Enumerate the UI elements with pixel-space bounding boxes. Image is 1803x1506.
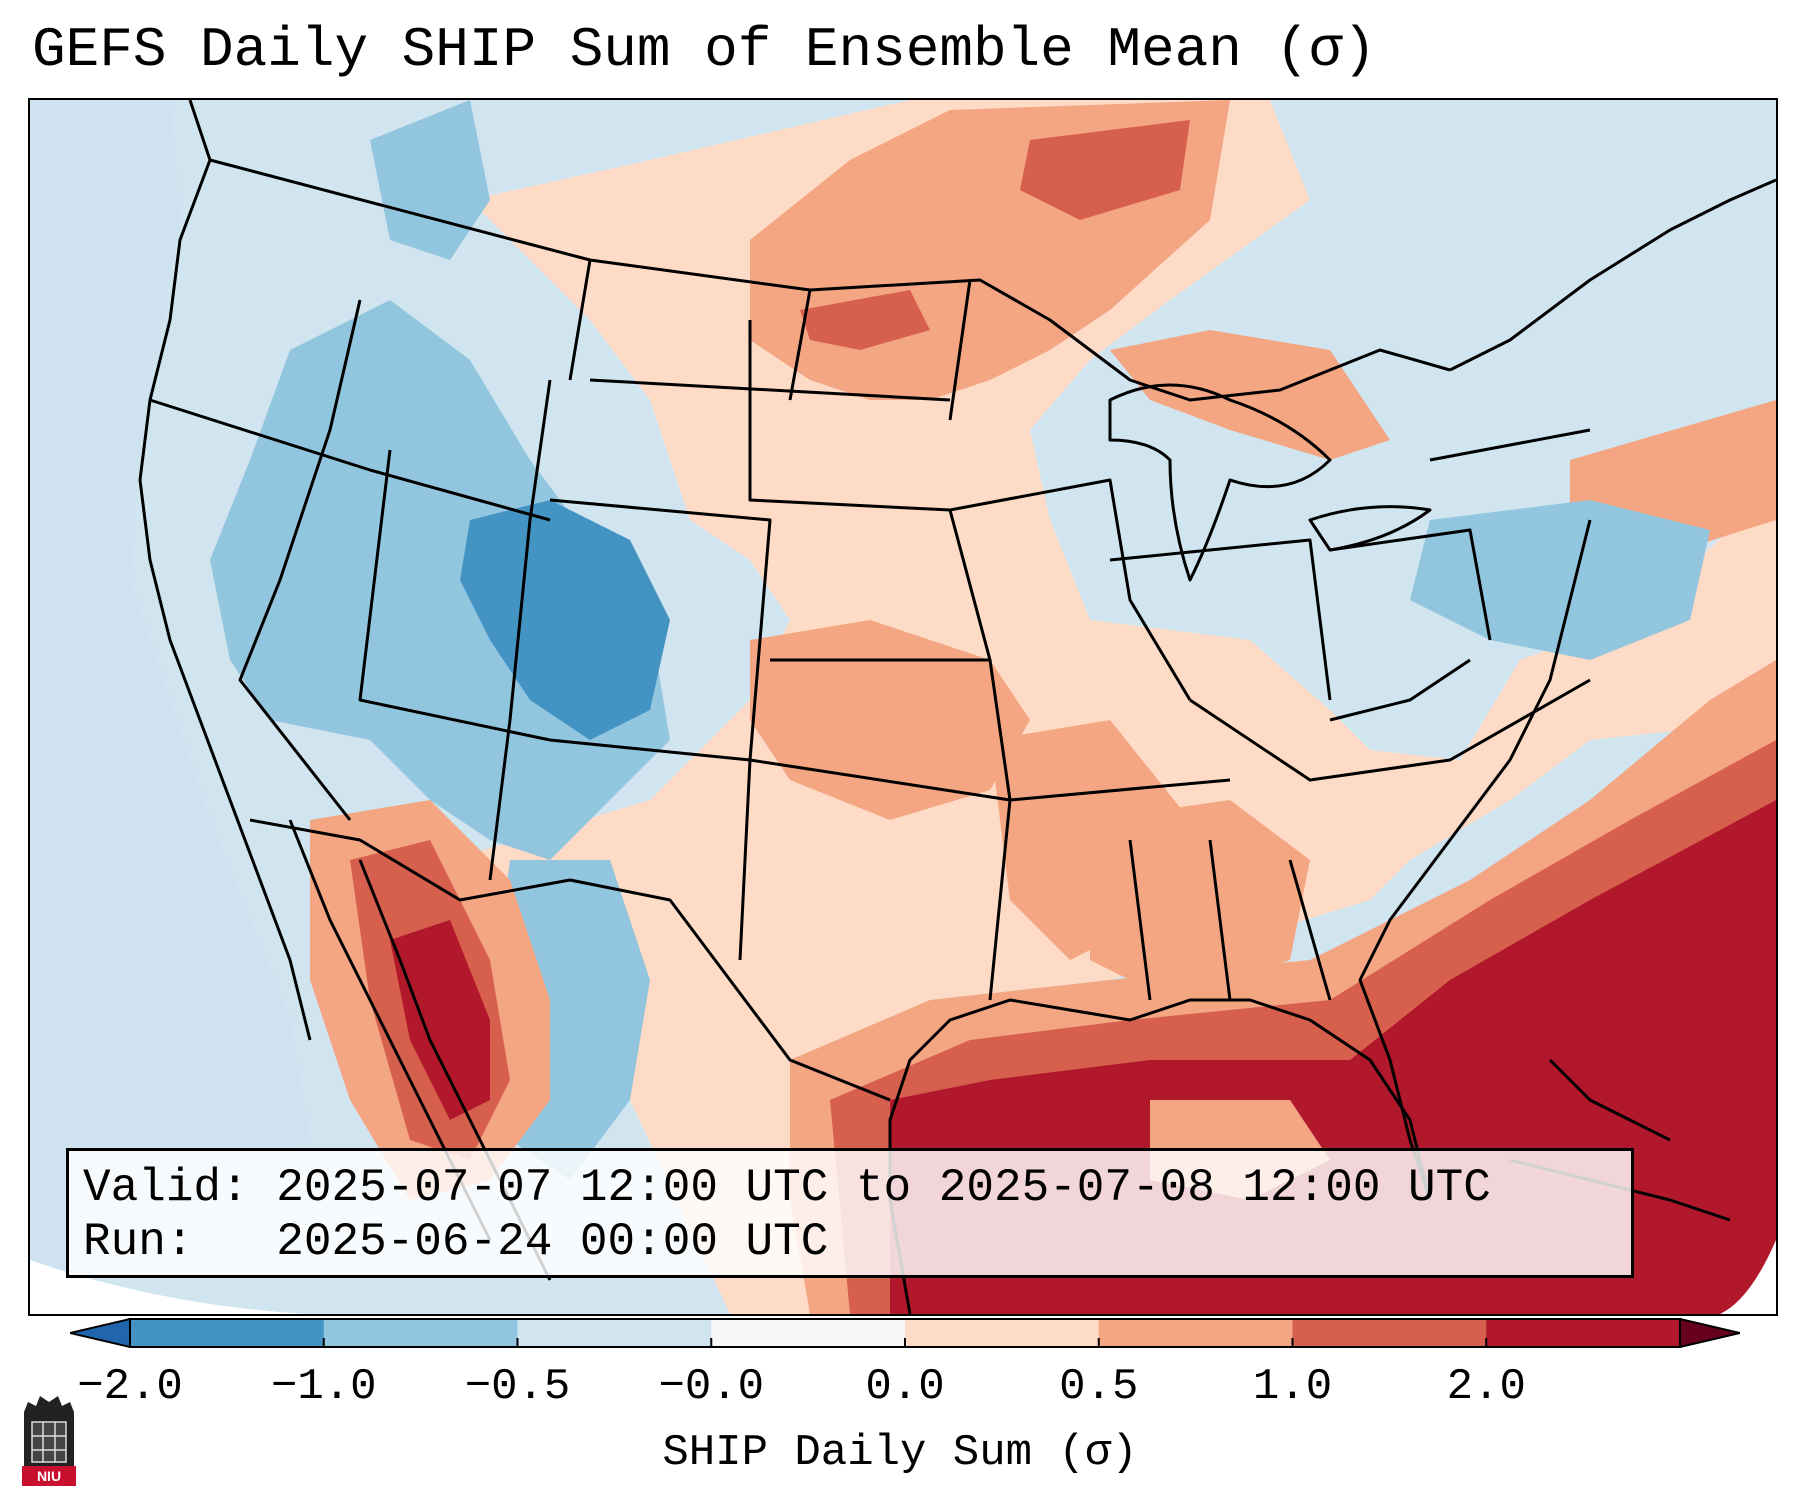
run-value: 2025-06-24 00:00 UTC bbox=[276, 1216, 829, 1268]
off-domain-corner bbox=[1720, 1240, 1776, 1314]
niu-logo-icon: NIU bbox=[22, 1396, 76, 1486]
ocean-pacific bbox=[30, 100, 310, 1314]
anomaly-region bbox=[1020, 120, 1190, 220]
canada-border bbox=[209, 158, 1451, 402]
great-lakes-outline bbox=[1308, 505, 1432, 552]
state-line bbox=[949, 478, 1192, 701]
chart-title: GEFS Daily SHIP Sum of Ensemble Mean (σ) bbox=[32, 18, 1377, 82]
anomaly-region bbox=[800, 290, 930, 350]
caribbean-islands bbox=[1548, 1058, 1671, 1142]
state-line bbox=[1429, 428, 1591, 462]
colorbar-tick-label: −1.0 bbox=[270, 1362, 377, 1412]
map-panel bbox=[28, 98, 1778, 1316]
anomaly-region bbox=[390, 920, 490, 1120]
state-line bbox=[1208, 839, 1232, 1001]
state-line bbox=[1128, 839, 1152, 1001]
colorbar-segment bbox=[323, 1319, 518, 1347]
atlantic-coastline bbox=[1358, 519, 1592, 1201]
great-lakes-outline bbox=[1108, 383, 1332, 582]
gulf-coastline bbox=[888, 998, 1432, 1314]
colorbar-tick-label: 0.5 bbox=[1059, 1362, 1139, 1412]
colorbar-tick-label: −2.0 bbox=[77, 1362, 183, 1412]
state-line bbox=[749, 758, 1231, 802]
colorbar-segment bbox=[1292, 1319, 1487, 1347]
valid-label: Valid: bbox=[83, 1162, 249, 1214]
anomaly-region bbox=[1110, 330, 1390, 460]
state-line bbox=[1329, 658, 1471, 722]
state-line bbox=[1329, 528, 1492, 641]
colorbar-tick-label: −0.5 bbox=[464, 1362, 571, 1412]
state-line bbox=[1189, 678, 1591, 782]
colorbar-extend-low bbox=[70, 1318, 131, 1348]
valid-run-infobox: Valid: 2025-07-07 12:00 UTC to 2025-07-0… bbox=[66, 1148, 1634, 1278]
state-line bbox=[589, 378, 951, 402]
state-line bbox=[1109, 538, 1332, 701]
logo-text: NIU bbox=[37, 1468, 61, 1484]
colorbar-tick-label: 1.0 bbox=[1252, 1362, 1333, 1412]
state-line bbox=[149, 398, 551, 522]
state-line bbox=[1288, 859, 1332, 1001]
anomaly-region bbox=[210, 300, 670, 860]
state-line bbox=[488, 379, 552, 881]
colorbar-label: SHIP Daily Sum (σ) bbox=[662, 1428, 1138, 1478]
colorbar-segment bbox=[1486, 1319, 1681, 1347]
state-line bbox=[568, 259, 592, 381]
valid-row: Valid: 2025-07-07 12:00 UTC to 2025-07-0… bbox=[83, 1161, 1617, 1215]
colorbar-segment bbox=[1098, 1319, 1293, 1347]
state-line bbox=[238, 299, 362, 821]
boundaries bbox=[138, 100, 1776, 1314]
colorbar bbox=[70, 1318, 1740, 1348]
run-label: Run: bbox=[83, 1216, 194, 1268]
colorbar-tick-label: −0.0 bbox=[658, 1362, 765, 1412]
state-line bbox=[748, 320, 1012, 1001]
state-line bbox=[788, 289, 812, 401]
northeast-coastline bbox=[1449, 178, 1776, 372]
anomaly-region bbox=[450, 100, 1776, 1314]
state-line bbox=[549, 498, 772, 961]
colorbar-segment bbox=[711, 1319, 906, 1347]
west-coastline bbox=[138, 100, 312, 1041]
state-line bbox=[948, 279, 972, 421]
colorbar-segment bbox=[905, 1319, 1100, 1347]
anomaly-region bbox=[460, 500, 670, 740]
state-line bbox=[358, 449, 751, 762]
anomaly-region bbox=[370, 100, 490, 260]
colorbar-tick-label: 0.0 bbox=[865, 1362, 945, 1412]
map-svg bbox=[30, 100, 1776, 1314]
valid-value: 2025-07-07 12:00 UTC to 2025-07-08 12:00… bbox=[276, 1162, 1491, 1214]
colorbar-tick-label: 2.0 bbox=[1446, 1362, 1526, 1412]
off-domain-corner bbox=[30, 1260, 490, 1314]
colorbar-extend-high bbox=[1679, 1318, 1740, 1348]
mexico-border bbox=[249, 818, 891, 1102]
run-row: Run: 2025-06-24 00:00 UTC bbox=[83, 1215, 1617, 1269]
colorbar-segment bbox=[517, 1319, 712, 1347]
colorbar-segment bbox=[130, 1319, 325, 1347]
